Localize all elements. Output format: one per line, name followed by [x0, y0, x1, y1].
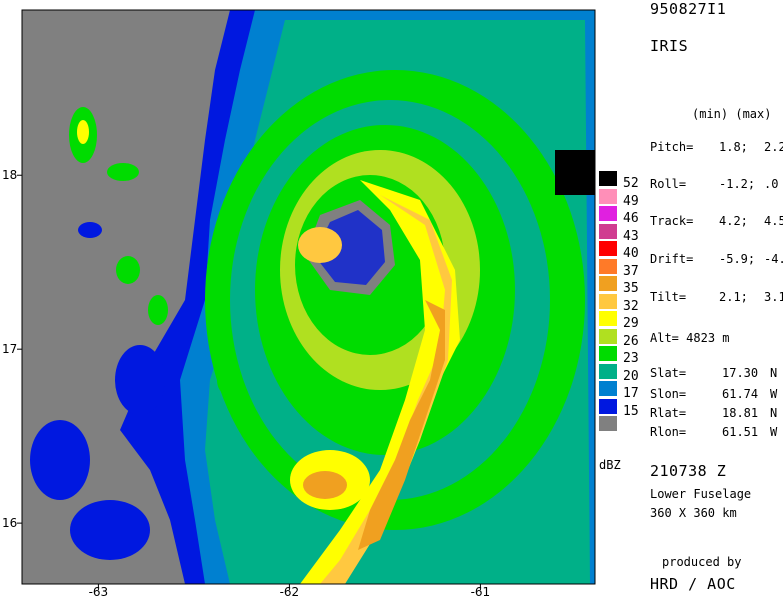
credit-line-1: produced by [662, 555, 742, 569]
param-min: 1.8; [719, 140, 748, 154]
storm-name: IRIS [650, 37, 689, 55]
param-label: Tilt= [650, 290, 687, 304]
echo-top-right [555, 150, 595, 195]
cell-west-7 [30, 420, 90, 500]
param-max: 2.2 [764, 140, 783, 154]
legend-swatch [599, 398, 617, 414]
cell-southwest-core [303, 471, 347, 499]
param-max: -4.9 [764, 252, 783, 266]
radar-map: -63 -62 -61 18 17 16 [2, 9, 596, 599]
minmax-header: (min) (max) [692, 107, 772, 121]
legend-label: 35 [623, 281, 639, 296]
coord-label: Rlon= [650, 425, 687, 439]
param-min: -1.2; [719, 177, 756, 191]
legend-swatch [599, 381, 617, 396]
coord-value: 18.81 [722, 406, 759, 420]
y-tick-label: 17 [2, 342, 17, 356]
cell-west-3 [116, 256, 140, 284]
legend-label: 37 [623, 263, 639, 279]
image-extent: 360 X 360 km [650, 506, 737, 520]
param-label: Roll= [650, 177, 687, 191]
legend-label: 17 [623, 386, 639, 401]
legend-swatch [599, 293, 617, 309]
y-tick-label: 16 [2, 516, 17, 530]
param-label: Pitch= [650, 140, 694, 154]
cell-west-5 [217, 366, 235, 394]
altitude-value: 4823 m [686, 331, 730, 345]
y-axis: 18 17 16 [2, 168, 22, 530]
legend-label: 52 [623, 176, 639, 191]
cell-west-2 [107, 163, 139, 181]
legend-swatch [599, 276, 617, 291]
time-stamp: 210738 Z [650, 462, 727, 480]
legend-swatch [599, 188, 617, 204]
legend-label: 26 [623, 333, 639, 349]
param-min: -5.9; [719, 252, 756, 266]
legend-swatch [599, 346, 617, 361]
param-max: .0 [764, 177, 779, 191]
legend-swatch [599, 223, 617, 239]
coord-value: 17.30 [722, 366, 759, 380]
radar-name: Lower Fuselage [650, 487, 752, 501]
legend-label: 20 [623, 368, 639, 384]
plot-frame [21, 9, 596, 585]
param-label: Track= [650, 214, 694, 228]
legend-unit: dBZ [599, 457, 621, 472]
param-min: 2.1; [719, 290, 748, 304]
coord-unit: N [770, 366, 778, 380]
coord-value: 61.74 [722, 387, 759, 401]
coord-label: Slon= [650, 387, 687, 401]
x-tick-label: -62 [280, 585, 300, 599]
param-max: 4.5 [764, 214, 783, 228]
altitude-label: Alt= [650, 331, 679, 345]
legend-swatch [599, 241, 617, 256]
coord-label: Slat= [650, 366, 687, 380]
legend-swatch [599, 311, 617, 326]
param-min: 4.2; [719, 214, 748, 228]
cell-west-1-core [77, 120, 89, 144]
x-axis: -63 -62 -61 [89, 584, 491, 599]
param-max: 3.1 [764, 290, 783, 304]
legend-label: 46 [623, 211, 639, 226]
coord-unit: W [770, 425, 778, 439]
reflectivity-image: -63 -62 -61 18 17 16 [2, 9, 596, 599]
coord-unit: W [770, 387, 778, 401]
rainband-orange [358, 300, 445, 550]
cell-west-6 [78, 222, 102, 238]
legend-label: 32 [623, 298, 639, 314]
legend-label: 15 [623, 403, 639, 419]
altitude: Alt= 4823 m [650, 331, 730, 345]
legend-label: 40 [623, 246, 639, 261]
coord-unit: N [770, 406, 778, 420]
coord-label: Rlat= [650, 406, 687, 420]
param-label: Drift= [650, 252, 694, 266]
legend-swatch [599, 328, 617, 344]
flight-id: 950827I1 [650, 0, 727, 18]
y-tick-label: 18 [2, 168, 17, 182]
x-tick-label: -61 [471, 585, 491, 599]
legend-label: 23 [623, 351, 639, 366]
cell-west-9 [115, 345, 165, 415]
legend-swatch [599, 206, 617, 221]
cell-west-4 [148, 295, 168, 325]
legend-swatch [599, 416, 617, 431]
legend-label: 43 [623, 228, 639, 244]
legend-swatch [599, 258, 617, 274]
legend-swatch [599, 171, 617, 186]
coord-value: 61.51 [722, 425, 759, 439]
credit-line-2: HRD / AOC [650, 575, 736, 593]
cell-west-8 [70, 500, 150, 560]
legend-label: 49 [623, 193, 639, 209]
x-tick-label: -63 [89, 585, 109, 599]
cell-northwest [298, 227, 342, 263]
legend-swatch [599, 363, 617, 379]
legend-label: 29 [623, 316, 639, 331]
eye-blue [314, 210, 385, 285]
